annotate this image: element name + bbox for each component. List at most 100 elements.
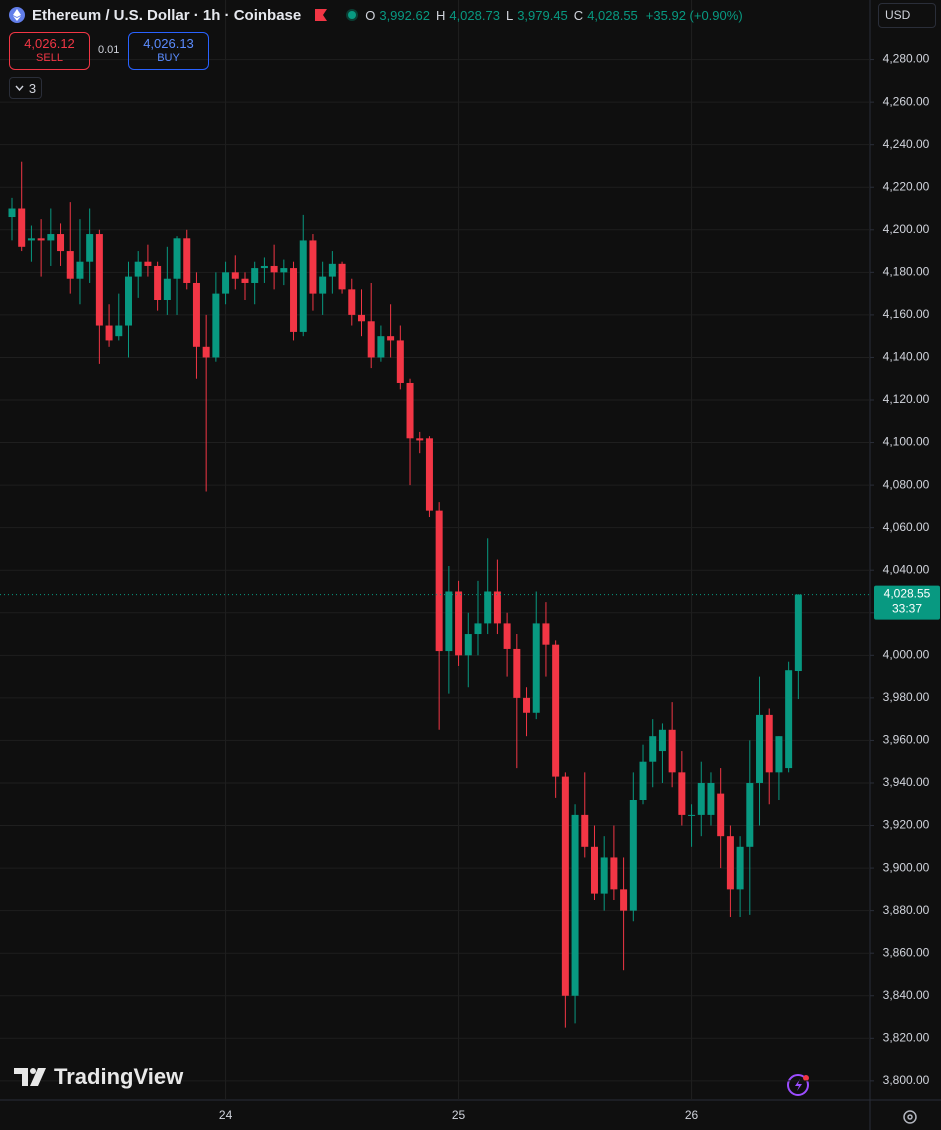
candle-body <box>95 234 103 326</box>
candle-body <box>464 634 472 656</box>
y-tick-label: 4,080.00 <box>883 477 930 491</box>
candle-body <box>105 325 113 341</box>
candle-body <box>134 261 142 277</box>
candle-body <box>756 714 764 783</box>
candle-body <box>163 278 171 300</box>
y-tick-label: 3,880.00 <box>883 903 930 917</box>
change: +35.92 (+0.90%) <box>645 7 743 23</box>
candle-body <box>658 729 666 752</box>
candle-body <box>794 594 802 672</box>
y-tick-label: 3,820.00 <box>883 1030 930 1044</box>
candle-body <box>377 336 385 358</box>
candle-body <box>319 276 327 294</box>
candle-body <box>192 282 200 347</box>
y-tick-label: 3,900.00 <box>883 860 930 874</box>
y-tick-label: 4,140.00 <box>883 350 930 364</box>
gear-icon[interactable] <box>903 1110 917 1124</box>
candle-body <box>639 761 647 800</box>
candle-body <box>484 591 492 624</box>
countdown: 33:37 <box>892 602 922 616</box>
y-tick-label: 3,920.00 <box>883 818 930 832</box>
y-tick-label: 4,260.00 <box>883 94 930 108</box>
candle-body <box>445 591 453 652</box>
candle-body <box>542 623 550 645</box>
y-tick-label: 4,180.00 <box>883 265 930 279</box>
candle-body <box>251 268 259 283</box>
candle-body <box>260 265 268 269</box>
brand-logo: TradingView <box>14 1064 183 1090</box>
last-price-label: 4,028.55 <box>884 587 931 601</box>
indicators-toggle[interactable]: 3 <box>9 77 42 99</box>
symbol: Ethereum / U.S. Dollar · 1h · Coinbase <box>32 6 302 24</box>
candle-body <box>348 289 356 315</box>
candle-body <box>678 772 686 815</box>
candle-body <box>775 736 783 773</box>
candle-body <box>309 240 317 294</box>
candle-body <box>57 234 65 252</box>
y-tick-label: 4,280.00 <box>883 52 930 66</box>
candle-body <box>270 265 278 273</box>
candle-body <box>396 340 404 383</box>
candle-body <box>124 276 132 326</box>
ohlc-key: C <box>573 7 584 23</box>
buy-price: 4,026.13 <box>143 36 194 51</box>
ohlc-value: 4,028.55 <box>587 7 638 23</box>
candle-body <box>115 325 123 337</box>
y-tick-label: 4,220.00 <box>883 179 930 193</box>
candle-body <box>785 670 793 769</box>
candle-body <box>299 240 307 332</box>
ohlc-value: 3,979.45 <box>517 7 568 23</box>
candle-body <box>173 238 181 279</box>
gear-ring <box>903 1110 917 1124</box>
currency-selector[interactable]: USD <box>878 3 936 28</box>
candle-body <box>435 510 443 652</box>
candle-body <box>717 793 725 837</box>
candle-body <box>241 278 249 283</box>
assistant-ring <box>787 1074 809 1096</box>
candle-body <box>610 857 618 890</box>
candle-body <box>532 623 540 713</box>
candle-body <box>222 272 230 294</box>
y-tick-label: 3,800.00 <box>883 1073 930 1087</box>
candle-body <box>697 782 705 815</box>
buy-button[interactable]: 4,026.13 BUY <box>128 32 209 70</box>
brand-mark <box>14 1068 46 1086</box>
candle-body <box>523 697 531 713</box>
y-tick-label: 3,860.00 <box>883 945 930 959</box>
candle-body <box>154 265 162 300</box>
y-tick-label: 4,060.00 <box>883 520 930 534</box>
candle-body <box>183 238 191 283</box>
candle-body <box>387 336 395 341</box>
candle-body <box>513 648 521 698</box>
candle-body <box>552 644 560 777</box>
candle-body <box>474 623 482 635</box>
candle-body <box>736 846 744 890</box>
sell-button[interactable]: 4,026.12 SELL <box>9 32 90 70</box>
candle-body <box>425 438 433 511</box>
x-tick-label: 25 <box>452 1108 466 1122</box>
y-tick-label: 4,000.00 <box>883 647 930 661</box>
candle-body <box>8 208 16 218</box>
candle-body <box>493 591 501 624</box>
y-tick-label: 4,040.00 <box>883 562 930 576</box>
ohlc-key: H <box>435 7 446 23</box>
chevron <box>15 85 24 91</box>
indicators-count: 3 <box>28 80 37 96</box>
candle-body <box>406 382 414 439</box>
candle-body <box>416 438 424 441</box>
ohlc-key: O <box>365 7 376 23</box>
buy-label: BUY <box>157 52 180 64</box>
candle-body <box>590 846 598 894</box>
quantity: 0.01 <box>98 44 120 56</box>
sell-label: SELL <box>36 52 63 64</box>
candle-body <box>649 736 657 762</box>
candle-body <box>765 714 773 773</box>
candle-body <box>76 261 84 279</box>
y-tick-label: 4,100.00 <box>883 435 930 449</box>
candle-body <box>37 238 45 241</box>
candle-body <box>367 321 375 358</box>
flag-icon[interactable] <box>313 8 329 22</box>
assistant-icon[interactable] <box>787 1074 809 1096</box>
